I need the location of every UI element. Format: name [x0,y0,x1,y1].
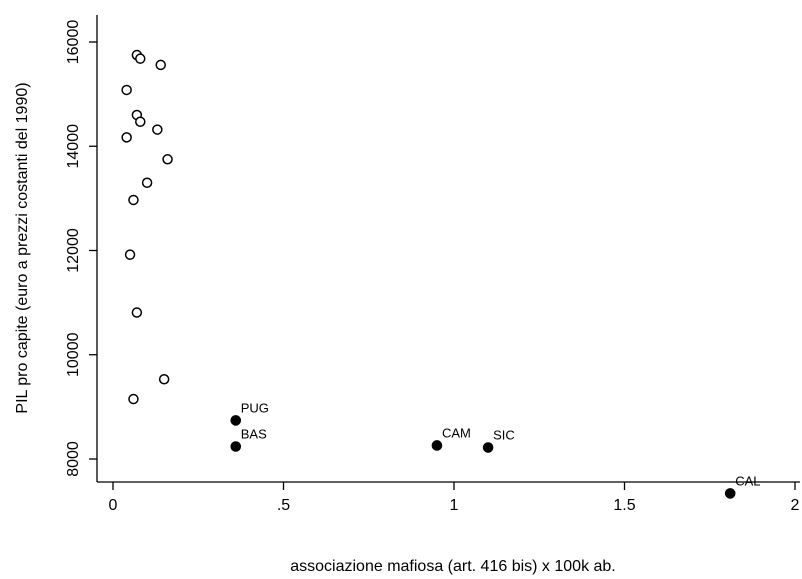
data-point-filled [230,415,242,426]
y-tick-label: 12000 [65,228,82,273]
data-point-hollow [128,393,139,405]
data-point-hollow [131,307,143,318]
point-label: BAS [241,426,267,441]
data-point-hollow [135,53,146,64]
x-tick-label: .5 [277,497,290,514]
x-tick-label: 1.5 [613,497,635,514]
data-point-filled [482,442,494,453]
data-point-hollow [135,116,146,128]
point-label: CAM [442,425,471,440]
y-tick-label: 16000 [65,20,82,65]
point-label: SIC [493,428,515,443]
y-tick-label: 10000 [65,332,82,377]
y-tick-label: 14000 [65,124,82,169]
point-label: CAL [735,473,760,488]
data-point-hollow [162,154,173,165]
data-point-hollow [141,177,153,188]
data-points [121,49,736,499]
data-point-filled [724,488,736,499]
data-point-hollow [152,124,163,135]
y-axis-ticks: 8000 10000 12000 14000 16000 [65,20,97,477]
data-point-filled [230,441,242,452]
x-axis-ticks: 0 .5 1 1.5 2 [109,482,800,514]
data-point-filled [431,440,443,451]
x-tick-label: 2 [791,497,800,514]
x-tick-label: 0 [109,497,118,514]
point-labels: PUG BAS CAM SIC CAL [241,400,761,488]
data-point-hollow [121,84,132,96]
data-point-hollow [158,373,170,385]
data-point-hollow [155,59,166,71]
x-tick-label: 1 [450,497,459,514]
data-point-hollow [128,194,139,206]
x-axis-title: associazione mafiosa (art. 416 bis) x 10… [290,558,616,575]
y-axis-title: PIL pro capite (euro a prezzi costanti d… [14,82,31,413]
y-tick-label: 8000 [65,441,82,477]
data-point-hollow [124,249,136,260]
data-point-hollow [121,132,132,143]
plot-area [96,15,800,483]
point-label: PUG [241,400,269,415]
